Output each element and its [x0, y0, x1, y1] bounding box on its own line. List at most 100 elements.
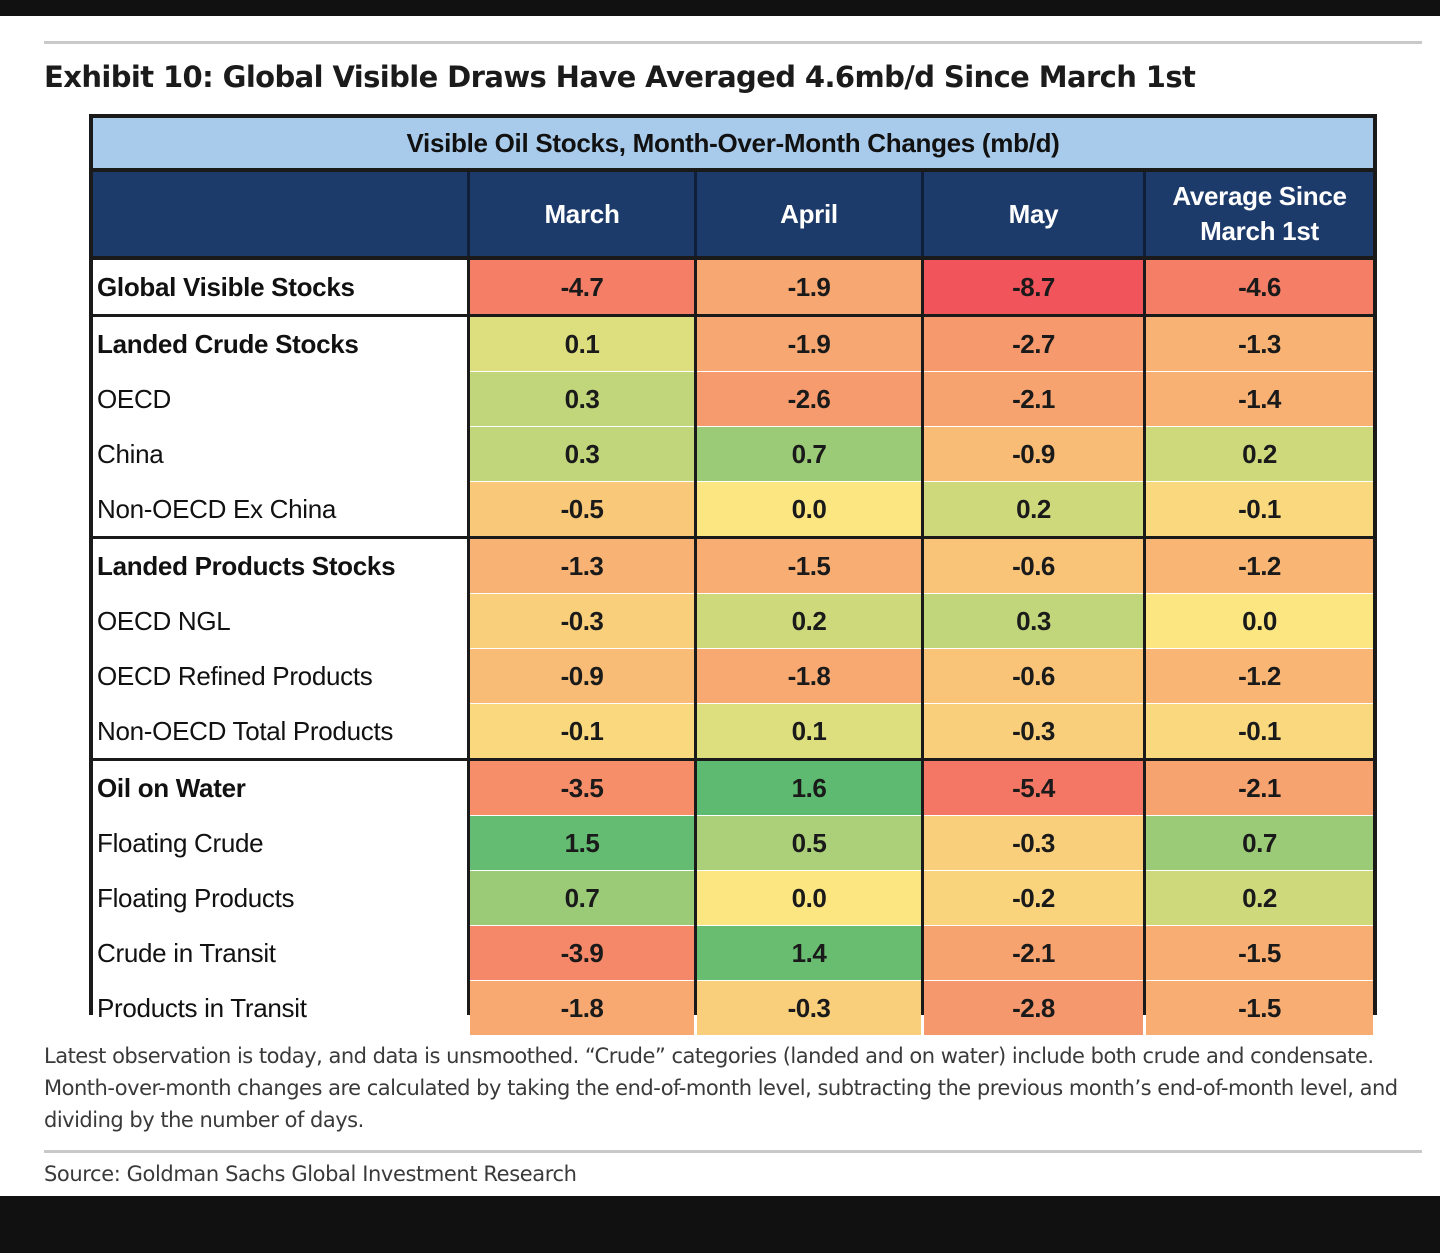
heatmap-cell: 1.4	[697, 926, 921, 980]
heatmap-cell: 0.7	[697, 427, 921, 481]
header-separator	[921, 172, 924, 256]
heatmap-cell: -2.1	[924, 926, 1143, 980]
heatmap-cell: -4.6	[1146, 260, 1373, 314]
header-separator	[1143, 172, 1146, 256]
heatmap-cell: -0.9	[924, 427, 1143, 481]
heatmap-cell: -0.2	[924, 871, 1143, 925]
row-label: Crude in Transit	[93, 926, 467, 980]
row-label: OECD	[93, 372, 467, 426]
table-row: Products in Transit -1.8 -0.3 -2.8 -1.5	[93, 981, 1373, 1035]
table-row: Floating Products 0.7 0.0 -0.2 0.2	[93, 871, 1373, 925]
row-label: OECD NGL	[93, 594, 467, 648]
table-row: OECD NGL -0.3 0.2 0.3 0.0	[93, 594, 1373, 648]
heatmap-cell: -0.1	[1146, 482, 1373, 536]
heatmap-cell: 0.0	[697, 482, 921, 536]
table-row: OECD Refined Products -0.9 -1.8 -0.6 -1.2	[93, 649, 1373, 703]
column-header: May	[1008, 198, 1059, 229]
heatmap-cell: -1.3	[1146, 317, 1373, 371]
heatmap-cell: 0.7	[470, 871, 694, 925]
table-row: Landed Crude Stocks 0.1 -1.9 -2.7 -1.3	[93, 317, 1373, 371]
column-separator	[1143, 260, 1146, 1011]
footnote: Latest observation is today, and data is…	[44, 1044, 1398, 1132]
heatmap-cell: -0.3	[697, 981, 921, 1035]
bottom-rule	[44, 1150, 1422, 1153]
heatmap-cell: -2.7	[924, 317, 1143, 371]
heatmap-cell: -1.8	[697, 649, 921, 703]
column-header-row: March April May Average Since March 1st	[93, 172, 1373, 256]
heatmap-cell: 0.0	[1146, 594, 1373, 648]
heatmap-cell: 0.1	[470, 317, 694, 371]
table-row: OECD 0.3 -2.6 -2.1 -1.4	[93, 372, 1373, 426]
table-row: China 0.3 0.7 -0.9 0.2	[93, 427, 1373, 481]
column-separator	[921, 260, 924, 1011]
row-label: Floating Products	[93, 871, 467, 925]
heatmap-cell: -1.5	[697, 539, 921, 593]
table-row: Landed Products Stocks -1.3 -1.5 -0.6 -1.2	[93, 539, 1373, 593]
table-title: Visible Oil Stocks, Month-Over-Month Cha…	[93, 118, 1373, 168]
heatmap-cell: -0.3	[924, 816, 1143, 870]
heatmap-cell: -1.2	[1146, 539, 1373, 593]
heatmap-cell: -0.1	[1146, 704, 1373, 758]
exhibit-page: Exhibit 10: Global Visible Draws Have Av…	[0, 16, 1440, 1196]
heatmap-cell: -0.3	[470, 594, 694, 648]
heatmap-cell: 0.7	[1146, 816, 1373, 870]
heatmap-cell: 1.5	[470, 816, 694, 870]
column-separator	[694, 260, 697, 1011]
heatmap-cell: 0.2	[697, 594, 921, 648]
heatmap-cell: 0.2	[924, 482, 1143, 536]
heatmap-cell: -0.9	[470, 649, 694, 703]
column-header: Average Since March 1st	[1172, 181, 1347, 246]
heatmap-cell: 0.1	[697, 704, 921, 758]
table-row: Floating Crude 1.5 0.5 -0.3 0.7	[93, 816, 1373, 870]
row-label: Oil on Water	[93, 761, 467, 815]
table-row: Oil on Water -3.5 1.6 -5.4 -2.1	[93, 761, 1373, 815]
heatmap-cell: -3.9	[470, 926, 694, 980]
heatmap-cell: 0.2	[1146, 871, 1373, 925]
column-header: April	[780, 198, 838, 229]
heatmap-cell: 0.3	[470, 427, 694, 481]
heatmap-cell: -4.7	[470, 260, 694, 314]
row-label: Floating Crude	[93, 816, 467, 870]
heatmap-cell: -1.3	[470, 539, 694, 593]
heatmap-cell: -2.1	[1146, 761, 1373, 815]
exhibit-title: Exhibit 10: Global Visible Draws Have Av…	[44, 60, 1196, 94]
row-label: Non-OECD Ex China	[93, 482, 467, 536]
row-label: China	[93, 427, 467, 481]
row-label: Global Visible Stocks	[93, 260, 467, 314]
heatmap-cell: -0.5	[470, 482, 694, 536]
heatmap-cell: -1.5	[1146, 926, 1373, 980]
table-row: Non-OECD Total Products -0.1 0.1 -0.3 -0.1	[93, 704, 1373, 758]
row-label: OECD Refined Products	[93, 649, 467, 703]
row-label: Landed Crude Stocks	[93, 317, 467, 371]
heatmap-cell: -3.5	[470, 761, 694, 815]
heatmap-cell: -1.8	[470, 981, 694, 1035]
row-label: Landed Products Stocks	[93, 539, 467, 593]
heatmap-cell: 0.2	[1146, 427, 1373, 481]
group-divider	[93, 758, 1373, 761]
heatmap-cell: -8.7	[924, 260, 1143, 314]
heatmap-cell: -0.6	[924, 539, 1143, 593]
group-divider	[93, 536, 1373, 539]
heatmap-cell: 0.3	[924, 594, 1143, 648]
heatmap-cell: 0.0	[697, 871, 921, 925]
table-row: Non-OECD Ex China -0.5 0.0 0.2 -0.1	[93, 482, 1373, 536]
heatmap-cell: -5.4	[924, 761, 1143, 815]
row-label: Non-OECD Total Products	[93, 704, 467, 758]
table-body: Global Visible Stocks -4.7 -1.9 -8.7 -4.6 Lan…	[93, 260, 1373, 1035]
heatmap-cell: -0.1	[470, 704, 694, 758]
heatmap-cell: -2.1	[924, 372, 1143, 426]
heatmap-cell: -1.5	[1146, 981, 1373, 1035]
heatmap-cell: 1.6	[697, 761, 921, 815]
column-separator	[467, 260, 470, 1011]
group-divider	[93, 314, 1373, 317]
heatmap-cell: -1.9	[697, 260, 921, 314]
column-header: March	[544, 198, 620, 229]
heatmap-cell: 0.5	[697, 816, 921, 870]
header-separator	[467, 172, 470, 256]
heatmap-table: Visible Oil Stocks, Month-Over-Month Cha…	[89, 114, 1377, 1035]
heatmap-cell: -1.2	[1146, 649, 1373, 703]
heatmap-cell: -1.9	[697, 317, 921, 371]
table-row: Global Visible Stocks -4.7 -1.9 -8.7 -4.6	[93, 260, 1373, 314]
heatmap-cell: -1.4	[1146, 372, 1373, 426]
heatmap-cell: -2.8	[924, 981, 1143, 1035]
